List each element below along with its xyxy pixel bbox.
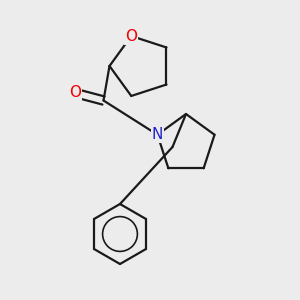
Text: O: O [125, 28, 137, 44]
Text: N: N [152, 127, 163, 142]
Text: O: O [69, 85, 81, 100]
